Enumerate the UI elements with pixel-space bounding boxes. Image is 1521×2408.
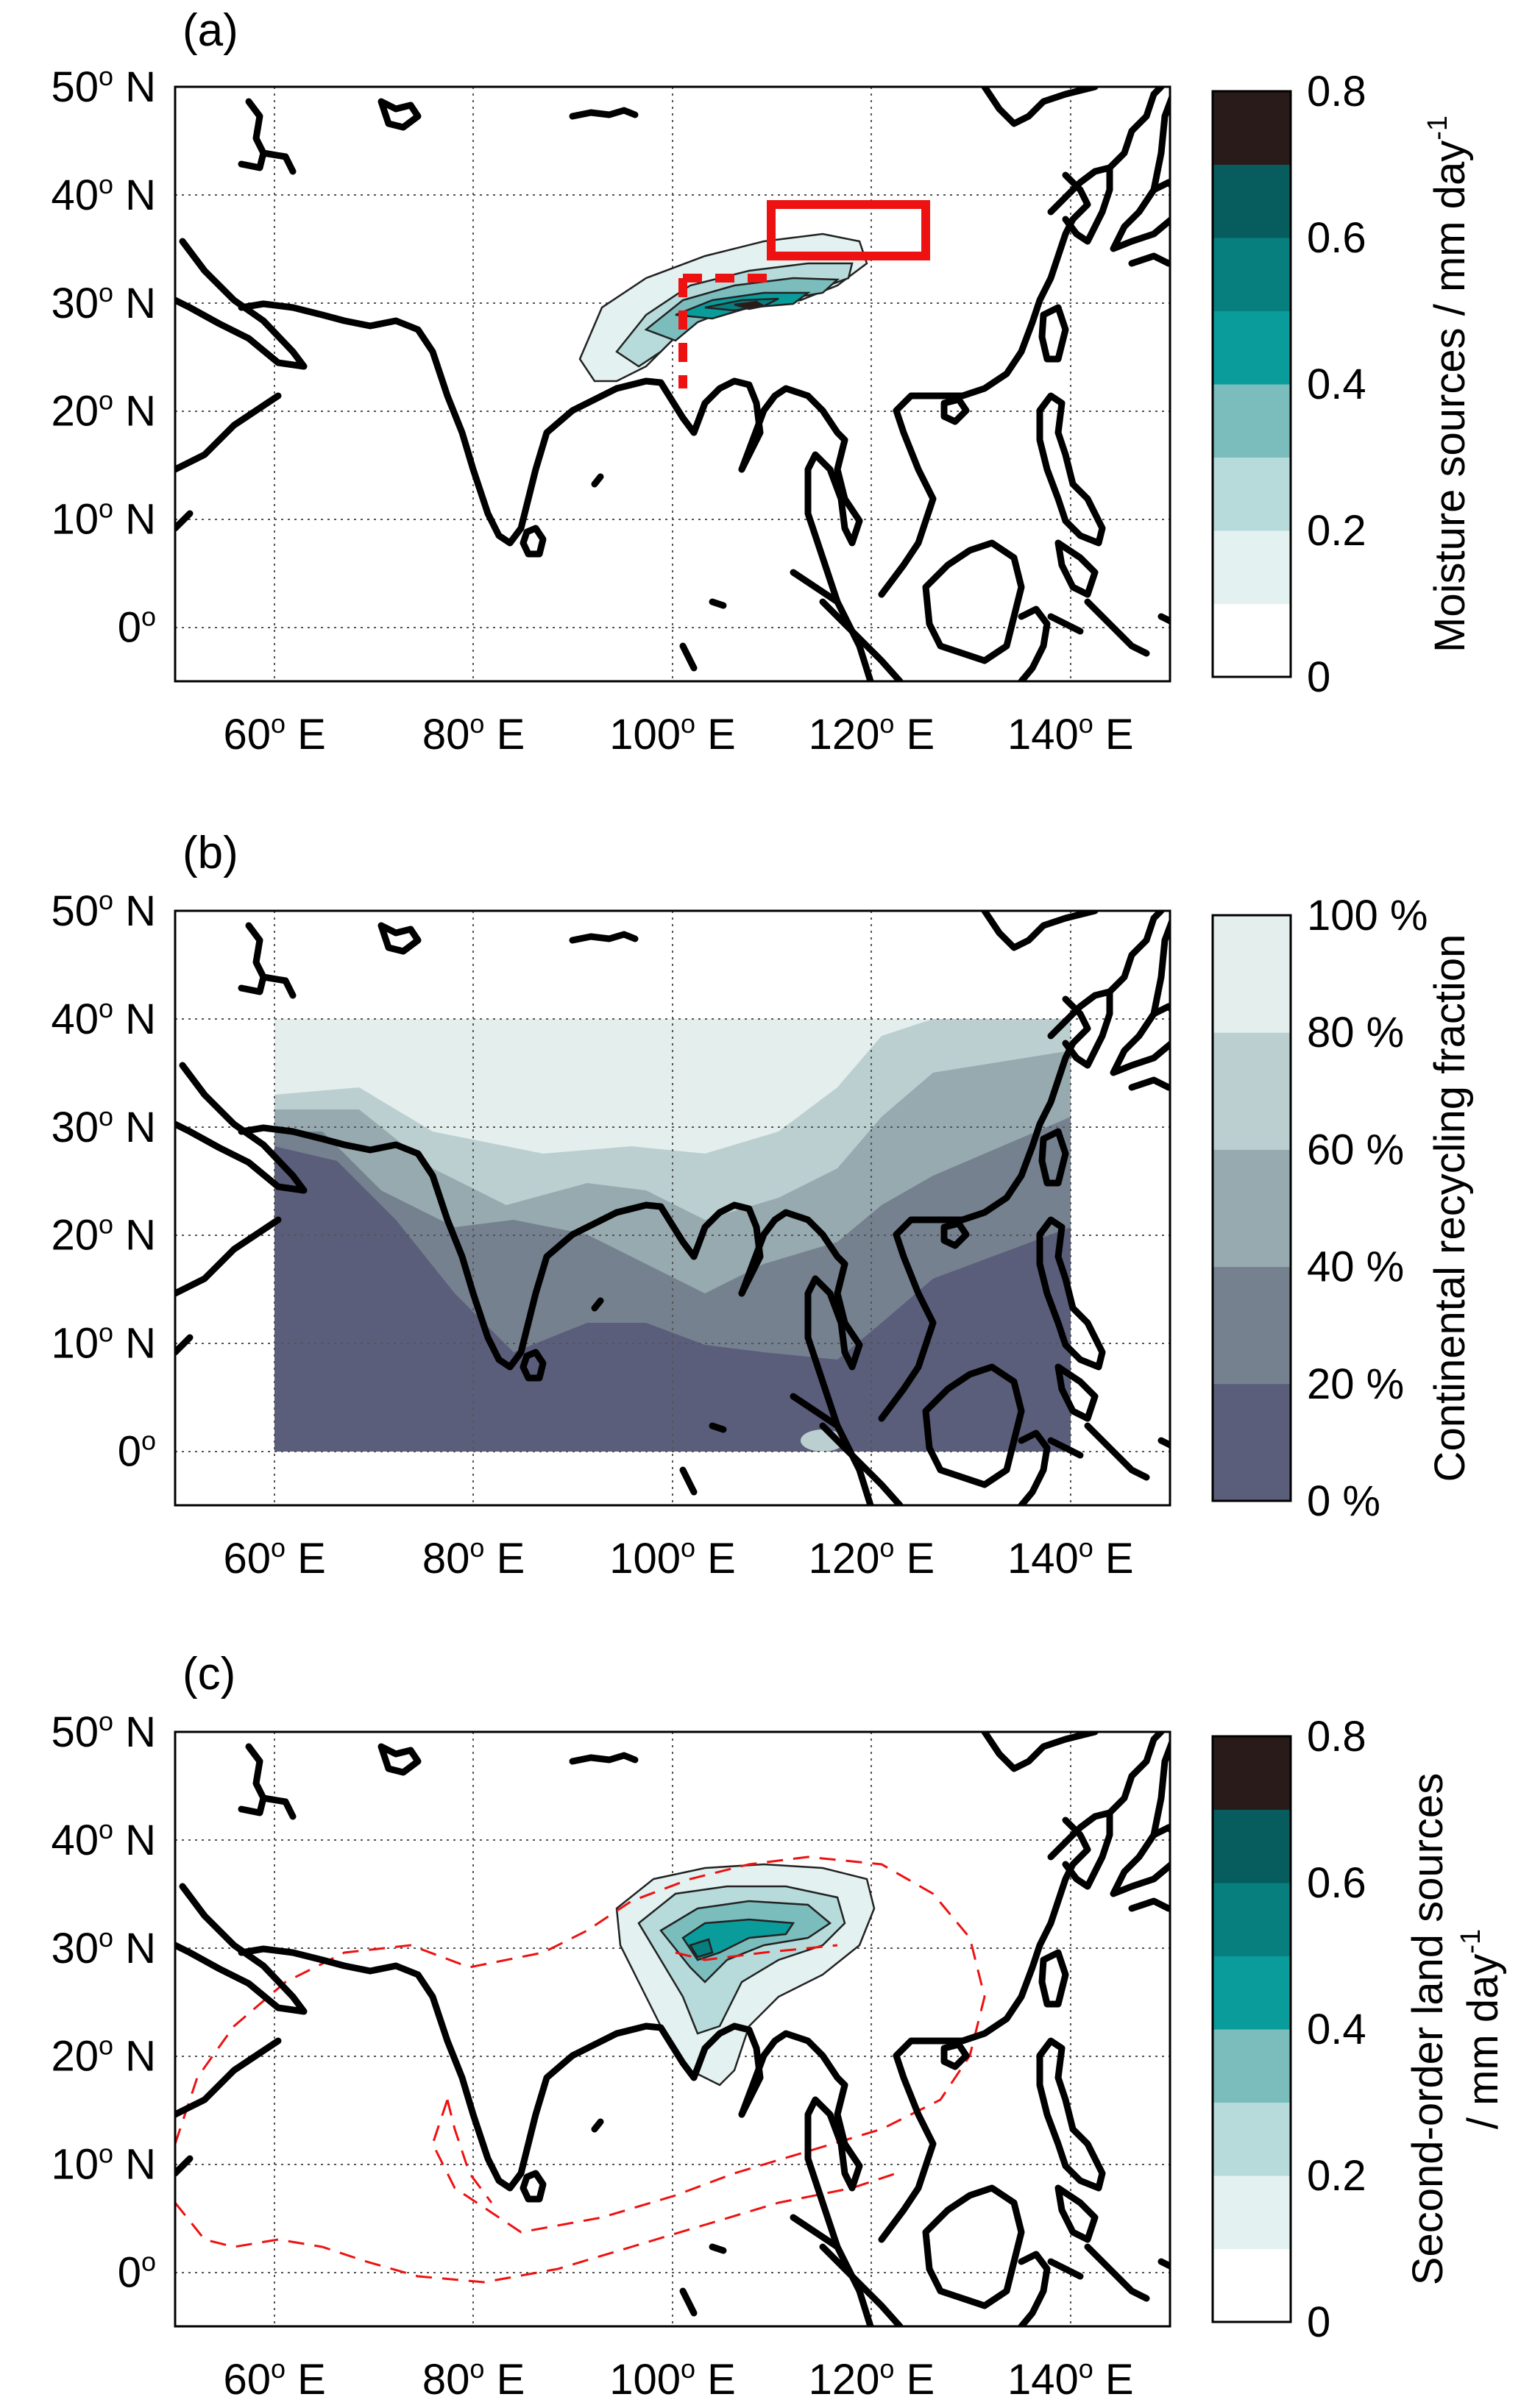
colorbar-swatch <box>1213 1809 1291 1883</box>
colorbar-tick-label: 0.4 <box>1307 361 1366 408</box>
colorbar-tick-label: 0 <box>1307 653 1330 701</box>
lon-tick-label: 60o E <box>224 708 326 759</box>
lon-tick-label: 80o E <box>422 2354 525 2404</box>
colorbar-a: 0 0.2 0.4 0.6 0.8 Moisture sources / mm day-1 <box>1211 68 1474 701</box>
second-order-source-contours <box>615 1863 876 2086</box>
colorbar-tick-label: 0.6 <box>1307 214 1366 262</box>
lon-tick-label: 100o E <box>609 708 736 759</box>
lat-tick-label: 50o N <box>51 1706 156 1756</box>
colorbar-tick-label: 0.6 <box>1307 1859 1366 1907</box>
moisture-source-contours <box>578 232 868 383</box>
first-order-source-outline <box>175 1855 986 2284</box>
colorbar-swatch <box>1213 530 1291 604</box>
lat-tick-label: 50o N <box>51 885 156 935</box>
panel-c-map <box>175 1732 1170 2326</box>
colorbar-tick-label: 0.8 <box>1307 68 1366 116</box>
colorbar-tick-label: 0.2 <box>1307 507 1366 555</box>
lon-tick-label: 80o E <box>422 708 525 759</box>
colorbar-tick-label: 100 % <box>1307 892 1428 940</box>
lat-tick-label: 0o <box>118 602 156 652</box>
colorbar-swatch <box>1213 603 1291 678</box>
colorbar-tick-label: 60 % <box>1307 1126 1404 1173</box>
panel-a-map <box>175 87 1170 681</box>
colorbar-swatch <box>1213 1032 1291 1150</box>
lon-tick-label: 120o E <box>809 2354 935 2404</box>
lon-tick-label: 140o E <box>1007 708 1134 759</box>
lon-tick-label: 100o E <box>609 2354 736 2404</box>
colorbar-title: Second-order land sources <box>1404 1773 1452 2285</box>
lat-tick-label: 50o N <box>51 61 156 111</box>
lat-tick-label: 40o N <box>51 993 156 1043</box>
colorbar-swatch <box>1213 457 1291 531</box>
colorbar-tick-label: 0.4 <box>1307 2006 1366 2053</box>
colorbar-title: Continental recycling fraction <box>1426 934 1474 1482</box>
colorbar-tick-label: 0.2 <box>1307 2152 1366 2200</box>
lon-tick-label: 80o E <box>422 1532 525 1583</box>
colorbar-swatch <box>1213 2029 1291 2103</box>
colorbar-tick-label: 0 <box>1307 2298 1330 2346</box>
lat-tick-label: 10o N <box>51 494 156 544</box>
colorbar-tick-label: 0 % <box>1307 1477 1380 1525</box>
colorbar-swatch <box>1213 1383 1291 1502</box>
panel-b-label: (b) <box>182 828 238 878</box>
colorbar-tick-label: 0.8 <box>1307 1713 1366 1761</box>
lat-tick-label: 30o N <box>51 277 156 327</box>
colorbar-swatch <box>1213 1736 1291 1810</box>
lat-tick-label: 20o N <box>51 386 156 436</box>
panel-b: (b) <box>174 828 1171 1507</box>
colorbar-swatch <box>1213 915 1291 1033</box>
colorbar-swatch <box>1213 91 1291 165</box>
colorbar-swatch <box>1213 310 1291 385</box>
axes-labels: 50o N 40o N 30o N 20o N 10o N 0o 60o E 80o E 100… <box>51 61 1133 2404</box>
panel-a-label: (a) <box>182 5 238 56</box>
colorbar-swatch <box>1213 164 1291 238</box>
lon-tick-label: 120o E <box>809 708 935 759</box>
colorbar-swatch <box>1213 1266 1291 1385</box>
lat-tick-label: 40o N <box>51 169 156 219</box>
lat-tick-label: 10o N <box>51 2139 156 2189</box>
axis-labels-c: 50o N 40o N 30o N 20o N 10o N 0o 60o E 80o E 100… <box>51 1706 1133 2404</box>
source-region-box <box>678 200 930 388</box>
colorbar-tick-label: 40 % <box>1307 1243 1404 1291</box>
lat-tick-label: 30o N <box>51 1101 156 1151</box>
axis-labels-b: 50o N 40o N 30o N 20o N 10o N 0o 60o E 80o E 100… <box>51 885 1133 1583</box>
colorbar-swatch <box>1213 384 1291 458</box>
colorbar-b: 0 % 20 % 40 % 60 % 80 % 100 %Continental recy… <box>1211 892 1474 1525</box>
panel-a: (a) <box>174 5 1171 683</box>
panel-c: (c) <box>174 1649 1171 2328</box>
lon-tick-label: 140o E <box>1007 1532 1134 1583</box>
lat-tick-label: 0o <box>118 1426 156 1476</box>
colorbar-swatch <box>1213 2176 1291 2249</box>
lon-tick-label: 140o E <box>1007 2354 1134 2404</box>
colorbar-swatch <box>1213 2102 1291 2176</box>
colorbar-title: Moisture sources / mm day-1 <box>1422 116 1474 653</box>
colorbar-swatch <box>1213 238 1291 311</box>
lon-tick-label: 120o E <box>809 1532 935 1583</box>
lat-tick-label: 20o N <box>51 2031 156 2081</box>
colorbar-swatch <box>1213 1149 1291 1268</box>
colorbar-swatch <box>1213 2248 1291 2323</box>
lon-tick-label: 60o E <box>224 2354 326 2404</box>
lon-tick-label: 60o E <box>224 1532 326 1583</box>
panel-c-label: (c) <box>182 1649 235 1700</box>
colorbar-tick-label: 20 % <box>1307 1360 1404 1408</box>
colorbar-tick-label: 80 % <box>1307 1009 1404 1056</box>
colorbar-c: 0 0.2 0.4 0.6 0.8 Second-order land sources / … <box>1211 1713 1507 2346</box>
lat-tick-label: 30o N <box>51 1922 156 1972</box>
colorbars: 0 0.2 0.4 0.6 0.8 Moisture sources / mm day-1… <box>1211 68 1507 2346</box>
colorbar-swatch <box>1213 1883 1291 1956</box>
axis-labels-a: 50o N 40o N 30o N 20o N 10o N 0o 60o E 80o E 100… <box>51 61 1133 759</box>
lon-tick-label: 100o E <box>609 1532 736 1583</box>
lat-tick-label: 0o <box>118 2247 156 2297</box>
colorbar-title-line2: / mm day-1 <box>1456 1929 1507 2129</box>
lat-tick-label: 40o N <box>51 1814 156 1864</box>
lat-tick-label: 10o N <box>51 1318 156 1368</box>
panel-b-map <box>175 911 1170 1505</box>
colorbar-swatch <box>1213 1956 1291 2030</box>
lat-tick-label: 20o N <box>51 1210 156 1260</box>
